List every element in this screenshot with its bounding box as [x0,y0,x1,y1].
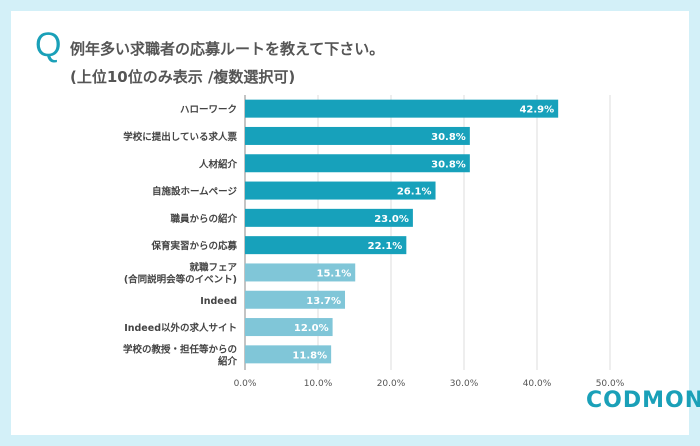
category-label: 人材紹介 [199,158,238,170]
bar [245,345,332,364]
data-label: 15.1% [317,268,352,279]
question-mark: Q [35,26,62,64]
bar [245,318,333,337]
data-label: 23.0% [374,214,409,225]
bar [245,263,356,282]
category-label: Indeed以外の求人サイト [124,322,237,334]
category-label: (合同説明会等のイベント) [124,273,237,285]
category-label: 紹介 [218,355,238,367]
x-tick-label: 40.0% [523,379,552,389]
data-label: 30.8% [431,159,466,170]
bar [245,154,470,173]
chart-title: 例年多い求職者の応募ルートを教えて下さい。 [70,40,385,58]
codmon-logo: CODMON [586,388,700,413]
bar [245,99,559,118]
category-label: 学校の教授・担任等からの [123,343,237,355]
bar [245,290,346,309]
category-label: ハローワーク [180,105,237,116]
x-tick-label: 30.0% [450,379,479,389]
category-label: 就職フェア [189,261,237,273]
category-label: Indeed [200,296,237,307]
data-label: 22.1% [368,241,403,252]
bar [245,208,413,227]
x-tick-label: 0.0% [234,379,257,389]
bar [245,181,436,200]
data-label: 11.8% [292,350,327,361]
category-label: 学校に提出している求人票 [123,131,237,143]
data-label: 26.1% [397,187,432,198]
data-label: 30.8% [431,132,466,143]
data-label: 42.9% [519,105,554,116]
category-label: 自施設ホームページ [152,186,238,198]
chart-subtitle: (上位10位のみ表示 /複数選択可) [70,68,296,86]
bar [245,236,407,255]
x-tick-label: 20.0% [377,379,406,389]
category-label: 職員からの紹介 [170,213,237,225]
x-tick-label: 10.0% [304,379,333,389]
data-label: 12.0% [294,323,329,334]
category-label: 保育実習からの応募 [150,240,237,252]
data-label: 13.7% [306,296,341,307]
x-tick-label: 50.0% [596,379,625,389]
bar [245,126,470,145]
